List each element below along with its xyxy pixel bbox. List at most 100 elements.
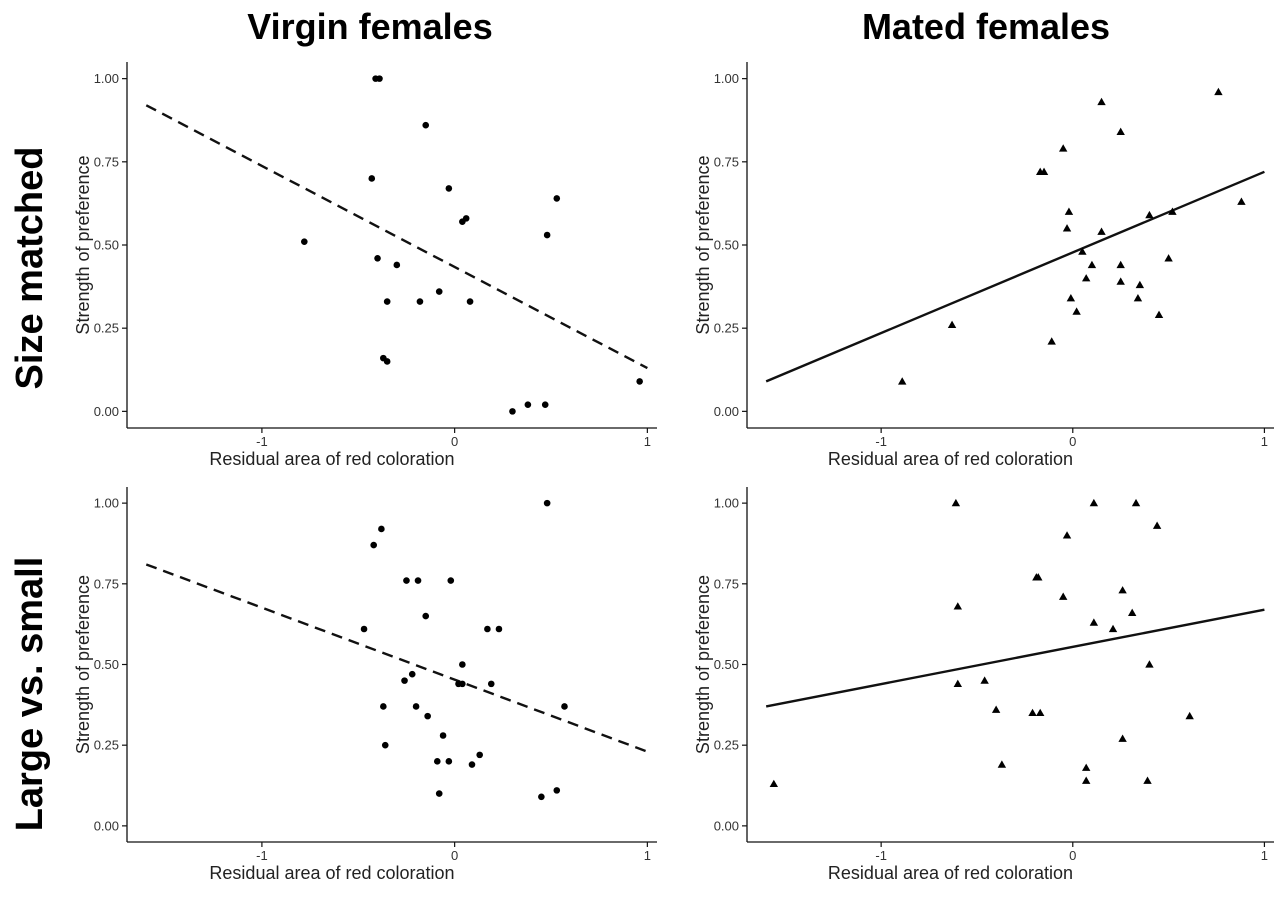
panel-3-data-point (1143, 776, 1152, 784)
panel-2-data-point (412, 703, 420, 710)
panel-0-y-tick-label: 0.75 (94, 154, 119, 169)
column-title-mated: Mated females (861, 6, 1111, 47)
panel-1-y-axis-label: Strength of preference (693, 155, 713, 334)
panel-3-data-point (1081, 763, 1091, 771)
panel-3-data-point (951, 498, 961, 507)
panel-3-data-point (980, 676, 989, 684)
panel-2-data-point (484, 625, 491, 633)
panel-0-data-point (376, 75, 383, 82)
panel-2-x-tick-label: 0 (451, 848, 458, 863)
panel-3-data-point (997, 760, 1007, 768)
panel-1-data-point (947, 320, 957, 329)
panel-1-y-tick-label: 0.25 (714, 321, 739, 336)
panel-1-data-point (1064, 207, 1074, 215)
panel-1-data-point (1097, 227, 1106, 235)
panel-3-data-point (991, 705, 1001, 713)
panel-2-y-tick-label: 0.00 (94, 818, 119, 833)
panel-1-x-tick-label: 1 (1261, 434, 1268, 449)
panel-0-data-point (466, 298, 474, 305)
panel-2-data-point (538, 793, 545, 801)
panel-1-data-point (1078, 247, 1087, 255)
panel-0-data-point (509, 408, 516, 415)
panel-1-data-point (898, 377, 907, 385)
panel-1-data-point (1133, 294, 1143, 302)
panel-2-x-axis-label: Residual area of red coloration (209, 863, 454, 883)
panel-2-x-tick-label: -1 (256, 848, 268, 863)
panel-1-y-tick-label: 0.00 (714, 404, 739, 419)
panel-2-data-point (439, 732, 447, 739)
panel-2-data-point (378, 525, 385, 533)
panel-1-data-point (1066, 294, 1076, 302)
panel-1-data-point (1237, 197, 1246, 205)
panel-2-data-point (553, 787, 561, 794)
panel-0-data-point (541, 401, 549, 409)
panel-2-data-point (459, 680, 466, 688)
panel-2-data-point (495, 625, 503, 633)
panel-1-x-axis-label: Residual area of red coloration (828, 449, 1073, 469)
panel-2-data-point (476, 751, 483, 759)
panel-2-data-point (435, 790, 443, 797)
panel-3-y-tick-label: 0.00 (714, 818, 739, 833)
panel-3-data-point (1185, 711, 1194, 720)
panel-3-data-point (1152, 521, 1162, 529)
panel-1-fit-line (765, 170, 1265, 383)
panel-1-data-point (1154, 310, 1164, 319)
panel-3-data-point (1127, 608, 1137, 617)
panel-0-data-point (301, 238, 308, 245)
panel-1-data-point (1081, 274, 1091, 282)
panel-2-data-point (459, 661, 466, 668)
panel-1-data-point (1087, 260, 1097, 269)
panel-1-y-tick-label: 0.50 (714, 238, 739, 253)
panel-0-y-tick-label: 0.25 (94, 321, 119, 336)
panel-3-x-axis-label: Residual area of red coloration (828, 863, 1073, 883)
panel-3-data-point (1034, 573, 1043, 581)
panel-2-data-point (401, 677, 408, 684)
panel-3-data-point (1108, 624, 1118, 633)
panel-3-data-point (1145, 660, 1154, 668)
panel-1-y-tick-label: 1.00 (714, 71, 739, 86)
panel-0-y-tick-label: 0.00 (94, 404, 119, 419)
panel-2-data-point (370, 541, 377, 549)
panel-2-fit-line (145, 563, 648, 753)
scatter-plot-grid: -1 0 1 0.00 0.25 0.50 0.75 1.00 Residual area of… (73, 62, 1274, 883)
panel-0-x-tick-label: 0 (451, 434, 458, 449)
panel-1-data-point (1072, 307, 1081, 315)
panel-2-data-point (424, 712, 431, 720)
panel-0-x-tick-label: 1 (644, 434, 651, 449)
panel-0-data-point (416, 298, 424, 305)
panel-3-data-point (1036, 708, 1045, 717)
panel-2-data-point (487, 680, 495, 688)
panel-1-data-point (1059, 144, 1068, 152)
panel-3-data-point (1089, 498, 1099, 507)
panel-0-data-point (543, 231, 551, 239)
panel-0-x-axis-label: Residual area of red coloration (209, 449, 454, 469)
panel-0-data-point (422, 121, 430, 129)
panel-1-y-tick-label: 0.75 (714, 154, 739, 169)
panel-1-data-point (1214, 87, 1223, 96)
panel-2-y-tick-label: 0.50 (94, 657, 119, 672)
panel-1-data-point (1116, 127, 1125, 136)
panel-0-data-point (553, 195, 561, 202)
panel-3-data-point (1089, 618, 1099, 626)
panel-2-data-point (445, 758, 453, 765)
panel-0-data-point (374, 255, 381, 262)
panel-3-data-point (1028, 708, 1037, 717)
panel-0-y-tick-label: 0.50 (94, 238, 119, 253)
panel-3-y-tick-label: 0.50 (714, 657, 739, 672)
panel-1-data-point (1116, 260, 1125, 269)
panel-0-data-point (383, 358, 391, 365)
panel-1-data-point (1047, 337, 1056, 345)
column-title-virgin: Virgin females (247, 6, 493, 47)
panel-2-y-tick-label: 1.00 (94, 496, 119, 511)
panel-1-data-point (1168, 207, 1177, 215)
panel-3-fit-line (765, 608, 1265, 708)
panel-2-data-point (468, 761, 476, 768)
panel-1-data-point (1116, 277, 1125, 285)
panel-2-x-tick-label: 1 (644, 848, 651, 863)
panel-1-x-tick-label: 0 (1069, 434, 1076, 449)
panel-2-data-point (380, 703, 387, 710)
panel-0-data-point (393, 261, 401, 269)
panel-0-x-tick-label: -1 (256, 434, 268, 449)
panel-3-data-point (1081, 776, 1091, 784)
panel-2-y-axis-label: Strength of preference (73, 575, 93, 754)
